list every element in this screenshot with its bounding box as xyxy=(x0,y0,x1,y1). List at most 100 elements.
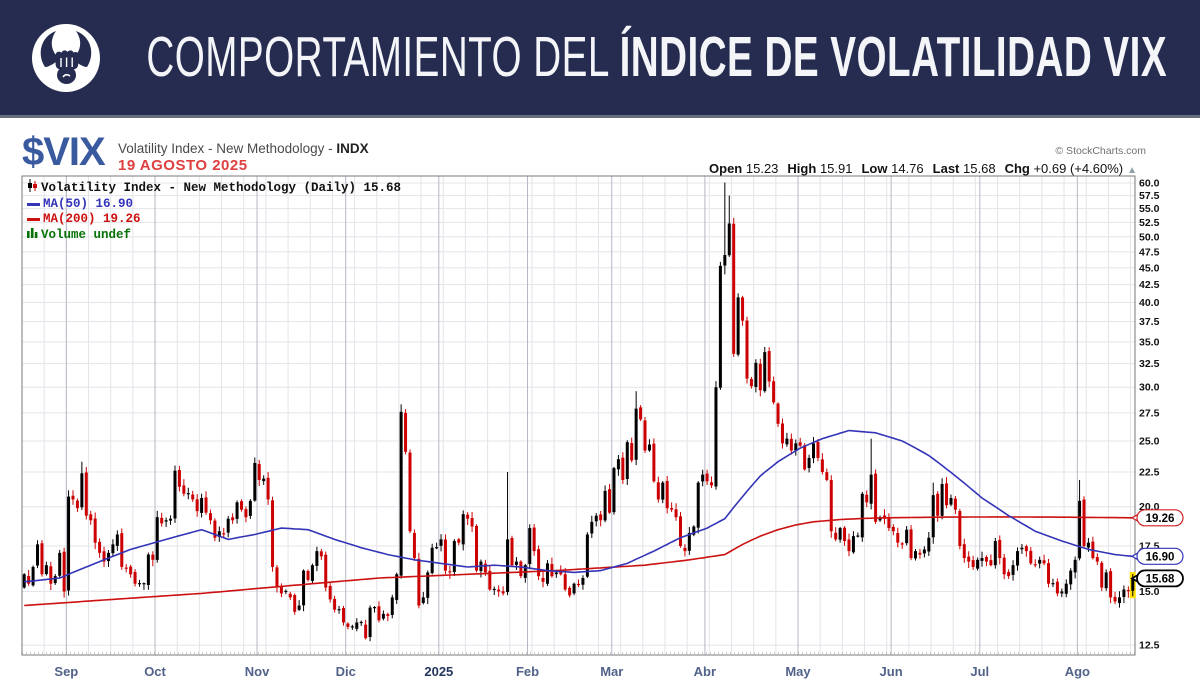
x-month-label: Nov xyxy=(245,664,270,679)
candle-body xyxy=(102,551,106,562)
x-month-label: Mar xyxy=(600,664,623,679)
candle-body xyxy=(195,499,199,512)
candle-body xyxy=(1015,551,1019,566)
candle-body xyxy=(1024,546,1028,552)
candle-body xyxy=(75,500,79,509)
candle-body xyxy=(603,490,607,521)
y-tick-label: 22.5 xyxy=(1139,467,1160,479)
candles-layer xyxy=(22,182,1135,642)
candle-body xyxy=(155,517,159,560)
candle-body xyxy=(736,297,740,355)
candle-body xyxy=(581,578,585,585)
candle-body xyxy=(461,514,465,545)
candle-body xyxy=(727,223,731,256)
candle-body xyxy=(40,543,44,575)
instrument-name: Volatility Index - New Methodology - IND… xyxy=(118,141,369,156)
chg-label: Chg xyxy=(1004,161,1030,176)
candle-body xyxy=(834,532,838,540)
price-marker-bubble xyxy=(1136,509,1184,527)
legend-ma200-row: MA(200) 19.26 xyxy=(27,212,401,227)
last-label: Last xyxy=(932,161,960,176)
candle-body xyxy=(84,472,88,516)
candle-body xyxy=(918,552,922,555)
candle-body xyxy=(545,563,549,584)
y-tick-label: 60.0 xyxy=(1139,178,1160,190)
candle-body xyxy=(749,379,753,387)
high-label: High xyxy=(787,161,817,176)
candle-body xyxy=(275,567,279,588)
candle-body xyxy=(417,558,421,606)
last-value: 15.68 xyxy=(963,161,996,176)
banner: COMPORTAMIENTO DEL ÍNDICE DE VOLATILIDAD… xyxy=(0,0,1200,118)
candle-body xyxy=(1007,572,1011,577)
candle-body xyxy=(696,482,700,528)
banner-title-bold: ÍNDICE DE VOLATILIDAD VIX xyxy=(619,24,1168,88)
candle-body xyxy=(310,565,314,581)
candle-body xyxy=(475,525,479,571)
candle-body xyxy=(812,443,816,459)
candle-body xyxy=(998,539,1002,559)
candle-body xyxy=(1100,562,1104,588)
candle-body xyxy=(390,597,394,615)
x-month-label: Jun xyxy=(880,664,903,679)
candle-body xyxy=(386,614,390,617)
candle-body xyxy=(448,571,452,573)
candle-body xyxy=(27,575,31,584)
y-tick-label: 45.0 xyxy=(1139,262,1160,274)
candle-body xyxy=(31,566,35,586)
high-value: 15.91 xyxy=(819,161,853,176)
candle-body xyxy=(763,352,767,392)
candle-body xyxy=(843,527,847,542)
candle-body xyxy=(226,518,230,533)
candle-body xyxy=(98,541,102,553)
ma200-line-icon xyxy=(27,218,40,221)
banner-title: COMPORTAMIENTO DEL ÍNDICE DE VOLATILIDAD… xyxy=(146,25,1167,89)
y-tick-label: 55.0 xyxy=(1139,203,1160,215)
grid-layer xyxy=(21,175,1136,656)
candle-body xyxy=(408,452,412,532)
candle-body xyxy=(993,541,997,566)
candle-body xyxy=(262,478,266,482)
candle-body xyxy=(138,583,142,585)
low-label: Low xyxy=(861,161,888,176)
candle-body xyxy=(381,613,385,619)
x-month-label: 2025 xyxy=(424,664,453,679)
candle-body xyxy=(776,403,780,424)
candle-body xyxy=(847,539,851,552)
candle-body xyxy=(1051,583,1055,585)
candle-body xyxy=(1047,563,1051,584)
candle-body xyxy=(718,265,722,388)
candle-body xyxy=(537,549,541,577)
candle-body xyxy=(976,559,980,569)
candle-body xyxy=(674,509,678,518)
candle-body xyxy=(231,517,235,521)
y-tick-label: 27.5 xyxy=(1139,407,1160,419)
candle-body xyxy=(803,445,807,470)
candle-body xyxy=(302,570,306,606)
quote-summary: Open 15.23 High 15.91 Low 14.76 Last 15.68 C… xyxy=(700,161,1137,176)
candle-body xyxy=(741,297,745,321)
candle-body xyxy=(612,468,616,513)
low-value: 14.76 xyxy=(891,161,924,176)
candle-body xyxy=(62,551,66,592)
candle-body xyxy=(421,597,425,603)
vix-price-chart[interactable]: 60.057.555.0 52.5 50.0 47.5 45.0 42.5 40.0 37.5… xyxy=(0,130,1200,690)
candle-body xyxy=(164,520,168,522)
candle-body xyxy=(519,561,523,577)
y-tick-label: 57.5 xyxy=(1139,190,1160,202)
y-tick-label: 37.5 xyxy=(1139,316,1160,328)
candle-body xyxy=(177,470,181,487)
candle-body xyxy=(989,560,993,566)
candle-body xyxy=(705,473,709,482)
candle-body xyxy=(306,571,310,580)
candle-body xyxy=(585,534,589,577)
candle-body xyxy=(1122,589,1126,598)
candle-body xyxy=(621,457,625,480)
candle-body xyxy=(616,459,620,470)
candle-body xyxy=(1109,571,1113,598)
candle-body xyxy=(914,551,918,559)
legend-series-row: Volatility Index - New Methodology (Dail… xyxy=(27,179,401,197)
candle-body xyxy=(599,514,603,521)
candle-body xyxy=(554,572,558,575)
candle-body xyxy=(439,539,443,546)
